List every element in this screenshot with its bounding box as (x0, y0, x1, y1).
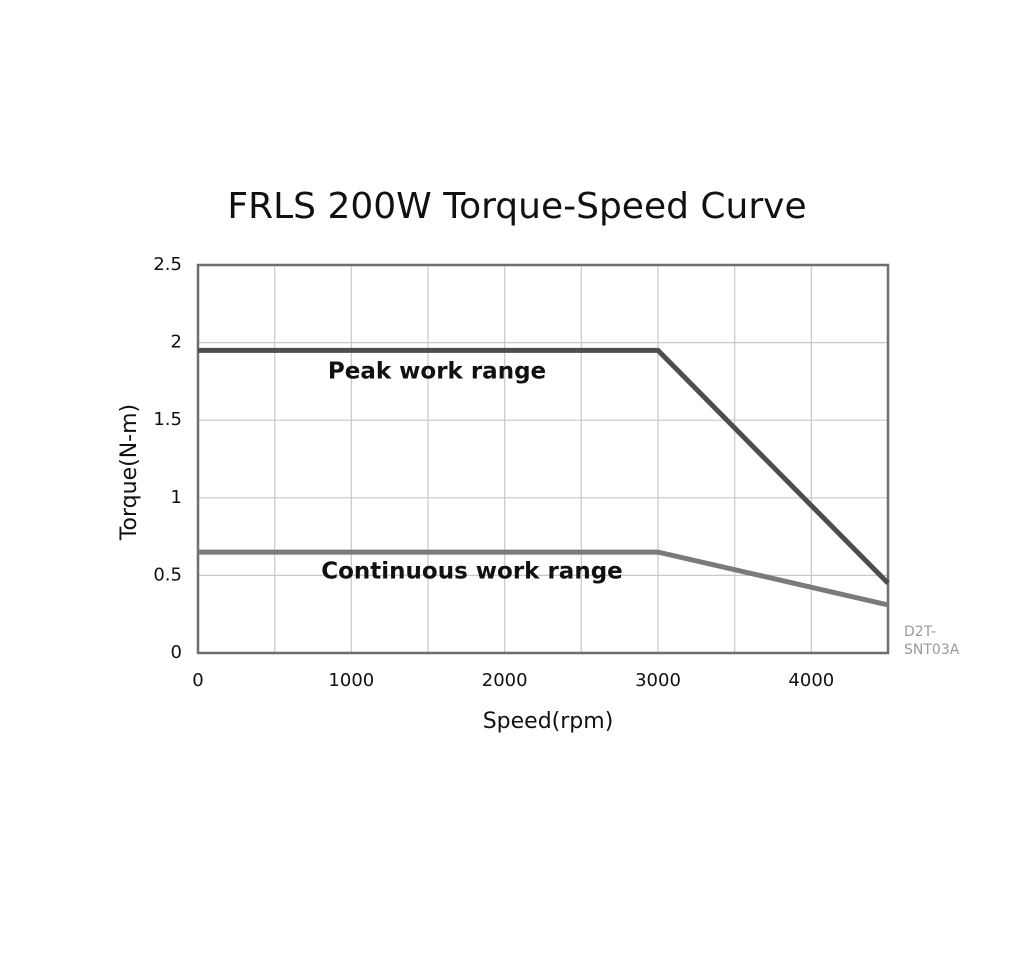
figure-code: D2T- (904, 624, 936, 640)
x-tick-label: 3000 (635, 670, 681, 691)
series-line (198, 549, 889, 608)
x-tick-label: 4000 (788, 670, 834, 691)
series-label: Continuous work range (321, 559, 623, 585)
y-tick-label: 2.5 (153, 254, 182, 275)
x-tick-label: 1000 (328, 670, 374, 691)
series-label: Peak work range (328, 359, 546, 385)
y-tick-label: 0 (171, 642, 182, 663)
figure-code: SNT03A (904, 642, 960, 658)
series-line (198, 347, 890, 585)
y-tick-label: 0.5 (153, 564, 182, 585)
x-tick-label: 2000 (482, 670, 528, 691)
y-tick-label: 2 (171, 332, 182, 353)
chart-title: FRLS 200W Torque-Speed Curve (227, 186, 806, 227)
y-tick-label: 1.5 (153, 409, 182, 430)
plot-frame (196, 263, 890, 655)
y-axis-label: Torque(N-m) (117, 404, 142, 541)
y-tick-label: 1 (171, 487, 182, 508)
x-axis-label: Speed(rpm) (483, 709, 614, 734)
x-tick-label: 0 (192, 670, 203, 691)
